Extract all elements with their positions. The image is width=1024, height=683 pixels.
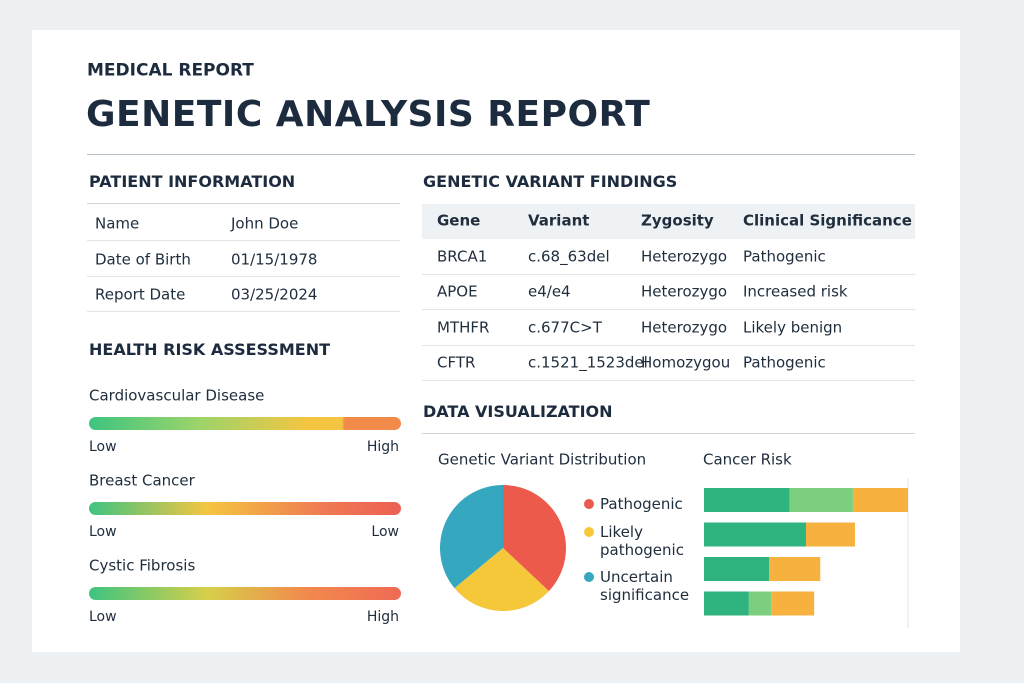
table-cell: e4/e4 [528,282,571,301]
legend-label: Likely pathogenic [600,523,684,559]
divider [87,203,400,204]
table-cell: APOE [437,282,478,301]
bar-segment [769,557,821,581]
table-cell: Heterozygo [641,282,728,301]
divider [422,274,915,275]
section-title: PATIENT INFORMATION [89,172,296,191]
risk-label: Cardiovascular Disease [89,386,265,405]
legend-dot [584,499,594,509]
divider [87,154,915,155]
field-value: 01/15/1978 [231,250,318,268]
legend-label: Uncertain significance [600,568,690,604]
table-cell: Pathogenic [743,247,826,266]
table-cell: CFTR [437,353,476,372]
scale-low: Low [89,609,117,625]
legend-dot [584,572,594,582]
bar-segment [704,591,749,616]
field-label: Date of Birth [95,250,191,268]
table-cell: Likely benign [743,318,843,337]
table-cell: Heterozygo [641,247,728,266]
pie-slice [503,485,566,592]
pie-slice [440,485,503,589]
chart-title: Genetic Variant Distribution [438,450,647,469]
column-header: Clinical Significance [743,211,912,230]
risk-bar [89,417,401,430]
field-label: Report Date [95,285,186,304]
scale-high: High [366,439,399,455]
column-header: Variant [528,211,590,230]
bar-segment [789,488,853,512]
divider [87,311,400,312]
table-cell: BRCA1 [437,247,488,266]
risk-label: Cystic Fibrosis [89,556,196,575]
table-cell: MTHFR [437,318,490,337]
bar-segment [748,591,772,616]
divider [422,379,915,381]
legend-dot [584,527,594,537]
table-cell: Homozygou [641,353,731,372]
bar-segment [704,522,806,547]
table-cell: c.1521_1523del [528,353,648,372]
pie-slice [454,548,549,612]
divider [422,433,915,434]
table-cell: Increased risk [743,282,848,301]
field-value: 03/25/2024 [231,285,318,304]
risk-bar [89,587,401,600]
table-cell: c.677C>T [528,318,602,337]
chart-title: Cancer Risk [703,450,792,469]
bar-segment [704,488,790,512]
scale-low: Low [89,439,117,455]
bar-segment [806,522,855,547]
section-title: GENETIC VARIANT FINDINGS [423,172,678,191]
legend-label: Pathogenic [600,495,683,513]
table-cell: Heterozygo [641,318,728,337]
table-header [422,204,915,239]
divider [422,344,915,346]
bar-segment [852,488,908,512]
bar-segment [771,591,815,616]
risk-label: Breast Cancer [89,471,195,490]
divider [87,275,400,277]
field-label: Name [95,214,140,233]
scale-low: Low [89,524,117,540]
scale-high: Low [371,524,399,540]
divider [422,309,915,311]
kicker: MEDICAL REPORT [87,60,254,81]
table-cell: c.68_63del [528,247,610,266]
bar-segment [704,557,770,581]
section-title: HEALTH RISK ASSESSMENT [89,340,331,359]
column-header: Gene [437,211,481,230]
risk-bar [89,502,401,515]
section-title: DATA VISUALIZATION [423,402,613,421]
divider [87,240,400,241]
table-cell: Pathogenic [743,353,826,372]
scale-high: High [366,609,399,625]
report-title: GENETIC ANALYSIS REPORT [86,94,651,135]
field-value: John Doe [231,214,299,233]
column-header: Zygosity [641,211,714,230]
